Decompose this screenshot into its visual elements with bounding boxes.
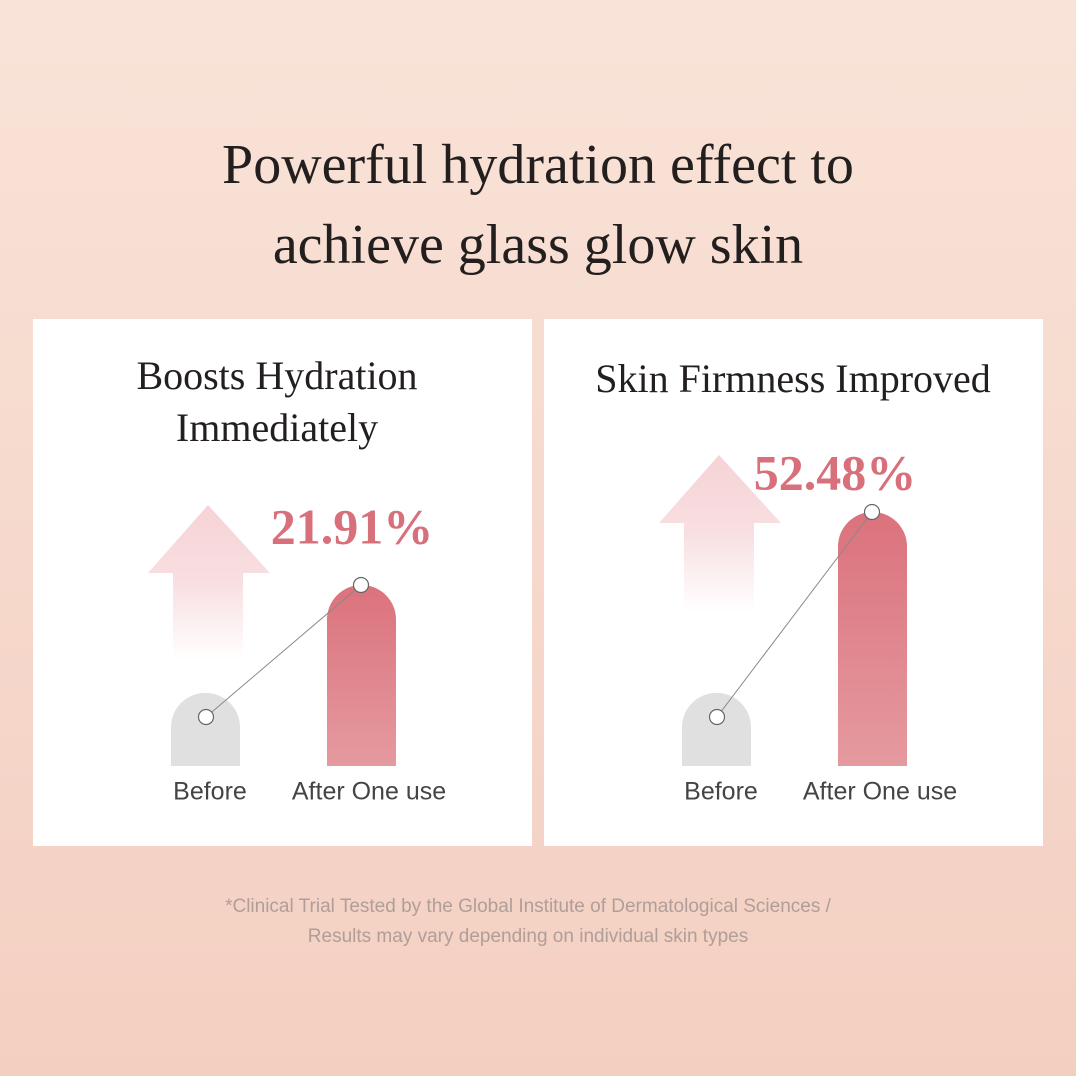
connector	[205, 584, 362, 718]
result-value: 21.91%	[271, 498, 434, 554]
before-bar	[682, 692, 751, 766]
panel-card	[33, 319, 532, 846]
connector	[716, 511, 873, 718]
title: achieve glass glow skin	[273, 214, 803, 276]
category-label: Before	[173, 778, 247, 806]
footnote: *Clinical Trial Tested by the Global Ins…	[225, 896, 832, 917]
category-label: Before	[684, 778, 758, 806]
panel-title: Boosts Hydration	[136, 353, 417, 398]
point	[863, 503, 881, 521]
result-value: 52.48%	[754, 444, 917, 500]
panel-card	[544, 319, 1043, 846]
footnote: Results may vary depending on individual…	[308, 926, 748, 947]
category-label: After One use	[292, 778, 446, 806]
point	[708, 708, 726, 726]
arrow	[659, 455, 781, 612]
category-label: After One use	[803, 778, 957, 806]
after-bar	[327, 585, 396, 766]
arrow	[148, 505, 270, 660]
panel-title: Skin Firmness Improved	[595, 356, 991, 401]
title: Powerful hydration effect to	[222, 134, 854, 196]
before-bar	[171, 692, 240, 766]
panel: Boosts Hydration Immediately 21.91% Before A…	[33, 319, 532, 846]
panel-title: Immediately	[176, 405, 378, 450]
panel: Skin Firmness Improved 52.48% Before After …	[544, 319, 1043, 846]
after-bar	[838, 512, 907, 766]
point	[352, 576, 370, 594]
point	[197, 708, 215, 726]
